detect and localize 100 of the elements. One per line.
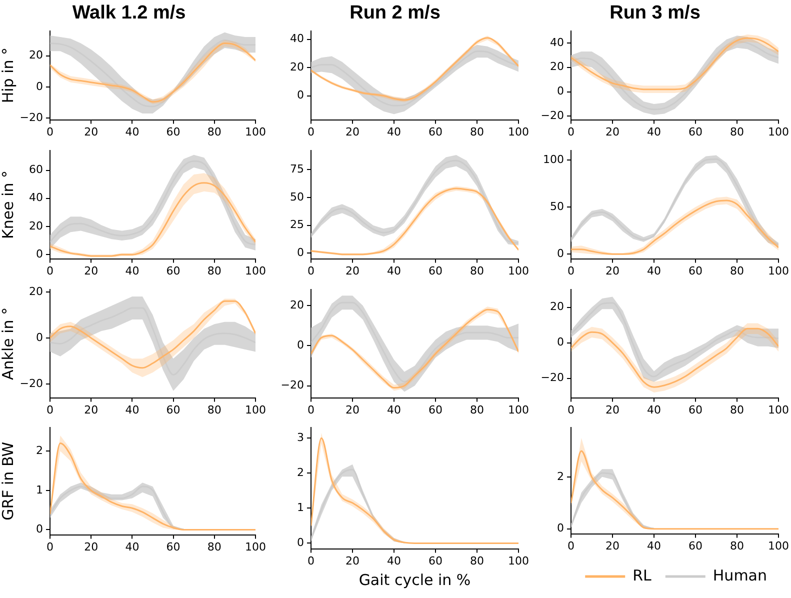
x-tick-label: 0 — [308, 264, 314, 278]
x-tick-label: 0 — [46, 125, 54, 138]
x-tick-label: 60 — [428, 125, 442, 138]
y-tick-label: 0 — [36, 247, 43, 260]
legend-label: RL — [632, 566, 652, 584]
x-tick-label: 20 — [346, 403, 360, 416]
x-tick-label: 0 — [308, 554, 314, 568]
legend-label: Human — [712, 566, 768, 584]
x-tick-label: 20 — [346, 554, 360, 568]
x-tick-label: 100 — [245, 264, 266, 278]
x-tick-label: 80 — [730, 539, 744, 552]
y-tick-label: 20 — [550, 300, 564, 314]
x-tick-label: 40 — [387, 403, 401, 416]
x-tick-label: 100 — [768, 264, 789, 278]
x-tick-label: 20 — [346, 264, 360, 278]
x-tick-label: 40 — [125, 264, 140, 278]
x-tick-label: 100 — [508, 403, 529, 416]
y-tick-label: 2 — [297, 466, 304, 479]
y-tick-label: −20 — [540, 371, 564, 384]
x-tick-label: 40 — [647, 403, 661, 416]
x-tick-label: 80 — [470, 554, 484, 568]
x-tick-label: 40 — [125, 403, 140, 416]
x-tick-label: 20 — [84, 403, 98, 416]
x-tick-label: 40 — [387, 554, 401, 568]
x-tick-label: 60 — [688, 125, 702, 138]
x-tick-label: 20 — [606, 403, 620, 416]
x-tick-label: 0 — [308, 403, 314, 416]
x-tick-label: 100 — [245, 125, 266, 138]
chart-title: Run 3 m/s — [610, 2, 700, 24]
y-tick-label: 50 — [290, 190, 304, 204]
y-tick-label: 75 — [290, 162, 304, 176]
x-tick-label: 100 — [508, 125, 529, 138]
x-tick-label: 100 — [245, 540, 266, 554]
y-tick-label: 60 — [29, 163, 43, 176]
x-tick-label: 60 — [688, 403, 702, 416]
y-axis-title: Hip in ° — [0, 47, 17, 104]
y-tick-label: 1 — [297, 501, 304, 514]
x-tick-label: 0 — [46, 264, 54, 278]
x-tick-label: 80 — [470, 403, 484, 416]
y-tick-label: 50 — [550, 200, 564, 213]
x-tick-label: 100 — [768, 125, 789, 138]
y-axis-title: Knee in ° — [0, 170, 17, 239]
x-tick-label: 40 — [647, 264, 661, 278]
y-tick-label: 0 — [557, 84, 564, 98]
y-tick-label: 1 — [36, 483, 43, 496]
y-tick-label: 0 — [557, 522, 564, 535]
x-tick-label: 100 — [508, 264, 529, 278]
y-tick-label: 0 — [36, 330, 43, 344]
x-tick-label: 40 — [125, 125, 140, 138]
y-tick-label: 25 — [290, 218, 304, 232]
y-tick-label: 100 — [543, 152, 564, 166]
x-tick-label: 80 — [207, 403, 222, 416]
x-tick-label: 20 — [84, 540, 98, 554]
x-tick-label: 80 — [730, 403, 744, 416]
y-tick-label: 2 — [557, 470, 564, 483]
y-tick-label: 20 — [29, 219, 43, 232]
x-tick-label: 20 — [606, 539, 620, 552]
x-tick-label: 20 — [84, 264, 98, 278]
x-tick-label: 0 — [46, 403, 54, 416]
x-tick-label: 20 — [346, 125, 360, 138]
x-axis-title: Gait cycle in % — [358, 570, 471, 589]
x-tick-label: 60 — [428, 264, 442, 278]
y-tick-label: −20 — [280, 378, 304, 392]
x-tick-label: 80 — [730, 264, 744, 278]
y-axis-title: Ankle in ° — [0, 307, 17, 380]
y-tick-label: −20 — [20, 111, 43, 124]
x-tick-label: 100 — [245, 403, 266, 416]
x-tick-label: 0 — [568, 539, 574, 552]
y-tick-label: 0 — [297, 88, 304, 102]
x-tick-label: 60 — [166, 540, 180, 554]
x-tick-label: 80 — [207, 540, 222, 554]
y-tick-label: 0 — [36, 522, 43, 536]
x-tick-label: 40 — [387, 264, 401, 278]
x-tick-label: 60 — [688, 539, 702, 552]
x-tick-label: 40 — [647, 125, 661, 138]
x-tick-label: 80 — [470, 264, 484, 278]
y-tick-label: 0 — [557, 246, 564, 260]
x-tick-label: 0 — [308, 125, 314, 138]
y-tick-label: 40 — [550, 36, 564, 49]
x-tick-label: 0 — [568, 403, 574, 416]
y-tick-label: 2 — [36, 444, 43, 458]
y-tick-label: 0 — [557, 336, 564, 349]
y-tick-label: 20 — [29, 48, 43, 62]
y-tick-label: 20 — [550, 60, 564, 74]
x-tick-label: 60 — [428, 554, 442, 568]
x-tick-label: 100 — [768, 539, 789, 552]
x-tick-label: 40 — [125, 540, 140, 554]
y-tick-label: 0 — [36, 80, 43, 93]
x-tick-label: 20 — [606, 125, 620, 138]
x-tick-label: 80 — [207, 125, 222, 138]
x-tick-label: 60 — [166, 125, 180, 138]
x-tick-label: 20 — [606, 264, 620, 278]
x-tick-label: 0 — [568, 125, 574, 138]
y-tick-label: −20 — [20, 376, 43, 390]
x-tick-label: 40 — [647, 539, 661, 552]
y-tick-label: 0 — [297, 246, 304, 260]
x-tick-label: 100 — [768, 403, 789, 416]
x-tick-label: 100 — [508, 554, 529, 568]
y-tick-label: 40 — [290, 32, 304, 46]
x-tick-label: 80 — [470, 125, 484, 138]
